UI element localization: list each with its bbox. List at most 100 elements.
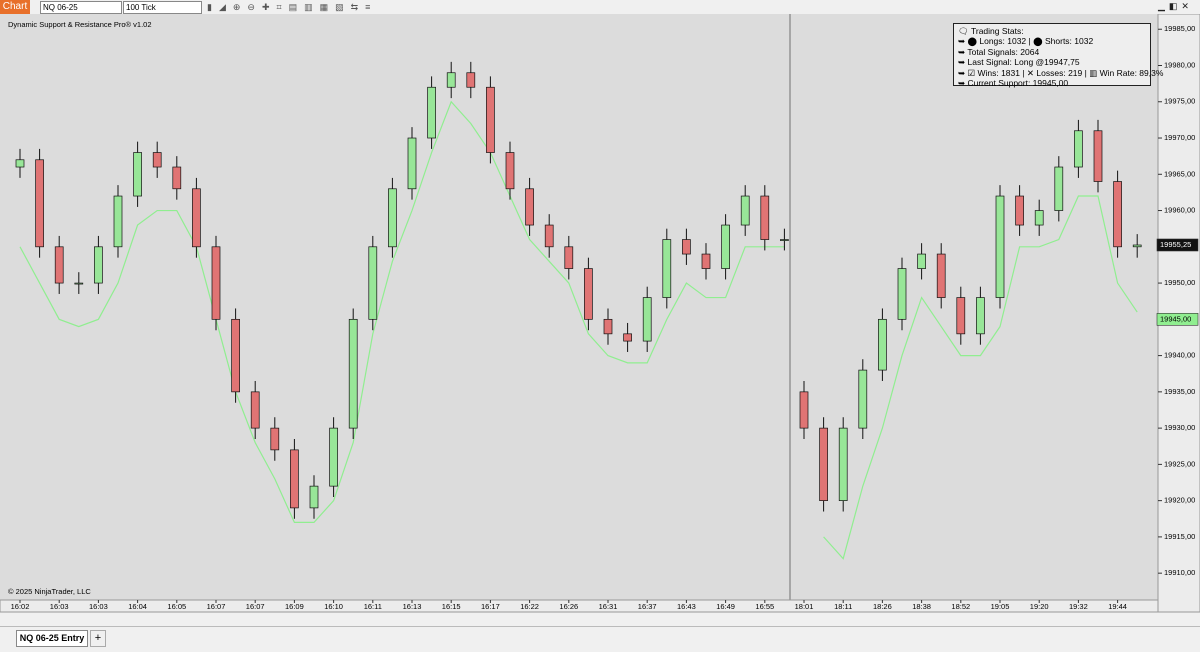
- candle-body: [113, 195, 123, 248]
- stats-longs: Longs: 1032 |: [979, 36, 1031, 47]
- stats-losses: Losses: 219 |: [1036, 67, 1087, 78]
- y-tick-label: 19935,00: [1164, 387, 1195, 396]
- candle-body: [250, 391, 260, 429]
- candle-body: [505, 152, 515, 190]
- candle-body: [1015, 195, 1024, 226]
- x-tick-label: 16:15: [442, 602, 461, 611]
- stats-support: Current Support: 19945,00: [967, 78, 1069, 89]
- candle-body: [584, 268, 593, 320]
- x-tick-label: 16:37: [638, 602, 657, 611]
- candle-body: [329, 427, 338, 487]
- candle-body: [407, 137, 417, 190]
- stats-wins: Wins: 1831 |: [977, 67, 1025, 78]
- candle-body: [976, 297, 985, 335]
- y-tick-label: 19940,00: [1164, 351, 1195, 360]
- candle-body: [231, 318, 240, 393]
- candle-body: [897, 268, 907, 320]
- candle-body: [525, 188, 534, 226]
- candle-body: [172, 166, 182, 190]
- stats-title-text: Trading Stats:: [971, 26, 1024, 36]
- stats-row: ➥ Current Support: 19945,00: [958, 78, 1069, 89]
- app-menu[interactable]: Chart: [0, 0, 30, 14]
- x-tick-label: 16:05: [167, 602, 186, 611]
- candle-body: [544, 224, 554, 248]
- x-tick-label: 16:03: [89, 602, 108, 611]
- support-price-marker-label: 19945,00: [1160, 314, 1191, 323]
- stats-row: ➥ ⬤ Longs: 1032 | ⬤ Shorts: 1032: [958, 36, 1094, 47]
- candle-body: [368, 246, 378, 320]
- candle-body: [740, 195, 750, 226]
- x-tick-label: 16:10: [324, 602, 343, 611]
- interval-select[interactable]: 100 Tick: [123, 1, 202, 14]
- candle-body: [466, 72, 476, 88]
- tool-icons[interactable]: ▮◢⊕⊖✚⌗▤▥▦▧⇆≡: [207, 2, 378, 12]
- y-tick-label: 19920,00: [1164, 496, 1195, 505]
- instrument-select[interactable]: NQ 06-25: [40, 1, 122, 14]
- copyright: © 2025 NinjaTrader, LLC: [8, 587, 91, 596]
- stats-box: 🗨 Trading Stats: ➥ ⬤ Longs: 1032 | ⬤ Sho…: [953, 23, 1163, 89]
- candle-body: [662, 239, 672, 298]
- candle-body: [642, 297, 652, 342]
- add-tab[interactable]: +: [90, 630, 106, 647]
- last-price-marker-label: 19955,25: [1160, 240, 1191, 249]
- candle-body: [152, 152, 162, 168]
- candle-body: [309, 485, 319, 509]
- candle-body: [290, 449, 299, 509]
- tab-bar: NQ 06-25 Entry +: [0, 626, 1200, 652]
- y-tick-label: 19975,00: [1164, 97, 1195, 106]
- candle-body: [133, 152, 142, 197]
- candle-body: [1132, 244, 1142, 248]
- y-tick-label: 19950,00: [1164, 278, 1195, 287]
- window-controls[interactable]: ▁◧✕: [1158, 1, 1193, 11]
- candle-body: [956, 297, 966, 335]
- y-tick-label: 19915,00: [1164, 532, 1195, 541]
- x-tick-label: 16:22: [520, 602, 539, 611]
- chart-tab[interactable]: NQ 06-25 Entry: [16, 630, 88, 647]
- candle-body: [446, 72, 456, 88]
- x-tick-label: 16:17: [481, 602, 500, 611]
- candle-body: [780, 239, 789, 241]
- x-tick-label: 16:09: [285, 602, 304, 611]
- candle-body: [270, 427, 280, 451]
- x-tick-label: 18:11: [834, 602, 852, 611]
- candle-body: [94, 246, 103, 284]
- candle-body: [74, 282, 84, 285]
- candle-body: [603, 318, 613, 335]
- x-tick-label: 16:07: [207, 602, 226, 611]
- candle-body: [211, 246, 221, 320]
- x-tick-label: 16:04: [128, 602, 147, 611]
- chart-title: Dynamic Support & Resistance Pro® v1.02: [8, 20, 152, 29]
- candle-body: [348, 318, 358, 429]
- x-tick-label: 16:55: [755, 602, 774, 611]
- chart: Dynamic Support & Resistance Pro® v1.02 …: [0, 14, 1200, 613]
- x-tick-label: 19:44: [1108, 602, 1127, 611]
- x-tick-label: 16:03: [50, 602, 69, 611]
- x-tick-label: 18:52: [951, 602, 970, 611]
- stats-total: Total Signals: 2064: [967, 46, 1040, 57]
- candle-body: [1074, 130, 1083, 168]
- stats-title: 🗨 Trading Stats:: [958, 26, 1024, 36]
- candle-body: [819, 427, 828, 501]
- stats-last: Last Signal: Long @19947,75: [967, 57, 1080, 68]
- x-tick-label: 16:49: [716, 602, 735, 611]
- candle-body: [15, 159, 25, 168]
- candle-body: [838, 427, 848, 501]
- candle-body: [995, 195, 1005, 298]
- stats-shorts: Shorts: 1032: [1044, 36, 1094, 47]
- candle-body: [721, 224, 730, 269]
- y-tick-label: 19960,00: [1164, 206, 1195, 215]
- x-tick-label: 18:26: [873, 602, 892, 611]
- candle-body: [564, 246, 574, 269]
- candle-body: [54, 246, 64, 284]
- support-price-marker: [1156, 313, 1199, 326]
- last-price-marker: [1156, 238, 1199, 252]
- candle-body: [878, 318, 887, 371]
- stats-row: ➥ Last Signal: Long @19947,75: [958, 57, 1080, 68]
- support-line: [19, 100, 1138, 560]
- candle-body: [427, 86, 436, 139]
- x-tick-label: 16:07: [246, 602, 265, 611]
- candle-body: [760, 195, 770, 240]
- candle-body: [1093, 130, 1103, 182]
- candle-body: [192, 188, 201, 248]
